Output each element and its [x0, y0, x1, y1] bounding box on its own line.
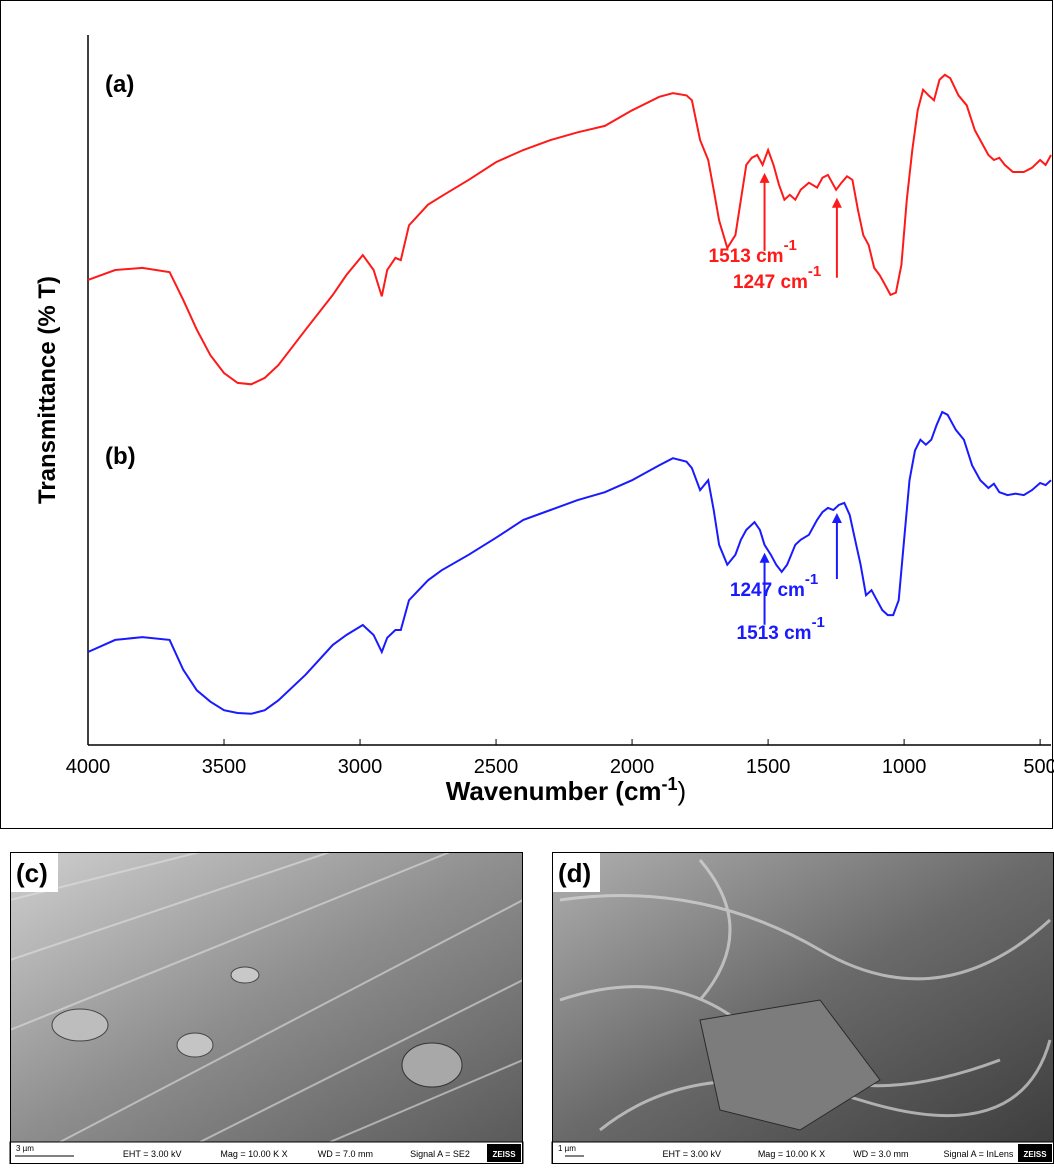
sem-panel-c	[9, 851, 524, 1165]
x-axis-label-end: )	[678, 776, 687, 806]
annotation-text: 1247 cm	[733, 272, 808, 293]
x-axis-label-main: Wavenumber (cm	[446, 776, 662, 806]
series-line	[87, 73, 1052, 386]
annotation-text: 1513 cm	[709, 246, 784, 267]
x-axis-label-sup: -1	[662, 774, 678, 794]
scale-label: 1 µm	[558, 1144, 576, 1153]
annotation-arrowhead	[759, 172, 770, 183]
annotation-arrowhead	[831, 197, 842, 208]
x-axis-label: Wavenumber (cm-1)	[446, 774, 686, 806]
info-text: Signal A = InLens	[944, 1149, 1014, 1159]
annotation-text: 1247 cm	[730, 580, 805, 601]
annotation-sup: -1	[812, 614, 825, 631]
panel-label: (d)	[558, 858, 591, 888]
info-text: EHT = 3.00 kV	[123, 1149, 182, 1159]
series-line	[87, 410, 1052, 715]
x-tick-label: 2000	[610, 756, 655, 778]
chart-frame	[0, 0, 1053, 829]
sem-flake	[699, 999, 881, 1131]
x-tick-label: 1500	[746, 756, 791, 778]
panel-label: (c)	[16, 858, 48, 888]
x-tick-label: 3500	[202, 756, 247, 778]
x-tick-label: 3000	[338, 756, 383, 778]
x-tick-label: 1000	[882, 756, 927, 778]
sem-particle	[176, 1032, 214, 1058]
brand-box	[1018, 1144, 1052, 1162]
brand: ZEISS	[1023, 1150, 1047, 1159]
scale-label: 3 µm	[16, 1144, 34, 1153]
x-tick-label: 2500	[474, 756, 519, 778]
annotation: 1247 cm-1	[730, 571, 818, 601]
brand: ZEISS	[492, 1150, 516, 1159]
info-text: WD = 7.0 mm	[318, 1149, 373, 1159]
info-text: Mag = 10.00 K X	[220, 1149, 287, 1159]
panel-label-box	[10, 852, 58, 892]
info-text: WD = 3.0 mm	[853, 1149, 908, 1159]
annotation-sup: -1	[805, 571, 818, 588]
sem-particle	[51, 1008, 109, 1042]
annotation: 1513 cm-1	[737, 614, 825, 644]
series-label: (b)	[105, 443, 136, 470]
annotation-arrowhead	[759, 552, 770, 563]
sem-particle	[401, 1042, 463, 1088]
info-text: Signal A = SE2	[410, 1149, 470, 1159]
sem-particle	[230, 966, 260, 984]
sem-image	[10, 852, 523, 1142]
info-text: Mag = 10.00 K X	[758, 1149, 825, 1159]
y-axis-label: Transmittance (% T)	[34, 276, 61, 504]
annotation-sup: -1	[808, 263, 821, 280]
annotation: 1513 cm-1	[709, 237, 797, 267]
info-text: EHT = 3.00 kV	[662, 1149, 721, 1159]
series-label: (a)	[105, 71, 134, 98]
x-tick-label: 500	[1023, 756, 1054, 778]
annotation: 1247 cm-1	[733, 263, 821, 293]
panel-label-box	[552, 852, 600, 892]
sem-panel-d	[551, 852, 1054, 1165]
annotation-sup: -1	[784, 237, 797, 254]
x-tick-label: 4000	[66, 756, 111, 778]
annotation-text: 1513 cm	[737, 623, 812, 644]
brand-box	[487, 1144, 521, 1162]
annotation-arrowhead	[831, 513, 842, 524]
sem-texture	[9, 851, 524, 1143]
